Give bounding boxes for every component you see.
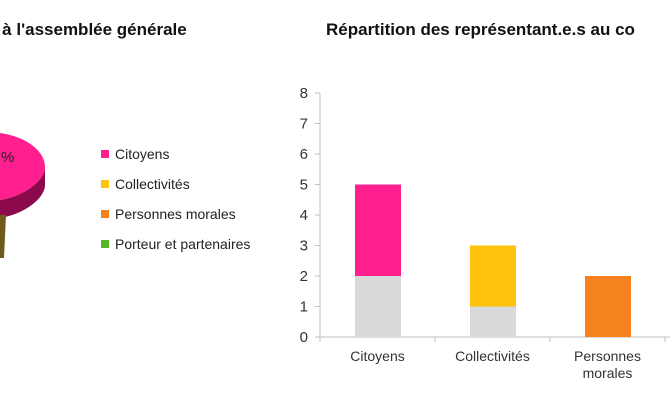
y-tick-label: 7 bbox=[300, 116, 308, 133]
pie-slice-label: % bbox=[1, 149, 14, 166]
y-tick-label: 8 bbox=[300, 85, 308, 102]
legend-swatch-personnes-morales bbox=[101, 209, 109, 218]
legend-swatch-citoyens bbox=[101, 149, 109, 158]
pie-slice-citoyens-side bbox=[0, 167, 45, 218]
bar-top-2 bbox=[585, 276, 631, 337]
bar-chart-title: Répartition des représentant.e.s au co bbox=[326, 20, 635, 39]
bar-top-1 bbox=[470, 245, 516, 307]
y-tick-label: 2 bbox=[300, 268, 308, 285]
legend-label-porteur-partenaires: Porteur et partenaires bbox=[115, 235, 251, 252]
legend-label-citoyens: Citoyens bbox=[115, 145, 170, 162]
pie-slice-citoyens bbox=[0, 133, 45, 200]
legend-item-porteur-partenaires: Porteur et partenaires bbox=[101, 235, 251, 252]
legend-label-collectivites: Collectivités bbox=[115, 175, 190, 192]
bar-base-0 bbox=[355, 276, 401, 337]
pie-slice-edge bbox=[0, 215, 6, 258]
legend-item-collectivites: Collectivités bbox=[101, 175, 250, 192]
legend-label-personnes-morales: Personnes morales bbox=[115, 205, 236, 222]
y-tick-label: 4 bbox=[300, 207, 308, 224]
x-category-label: Citoyens bbox=[350, 348, 404, 364]
legend-swatch-collectivites bbox=[101, 179, 109, 188]
pie-chart-title: e à l'assemblée générale bbox=[0, 20, 187, 39]
legend-item-citoyens: Citoyens bbox=[101, 145, 250, 162]
y-tick-label: 1 bbox=[300, 299, 308, 316]
y-tick-label: 0 bbox=[300, 329, 308, 346]
y-tick-label: 6 bbox=[300, 146, 308, 163]
legend-item-personnes-morales: Personnes morales bbox=[101, 205, 250, 222]
x-category-label: Collectivités bbox=[455, 348, 530, 364]
pie-legend: Citoyens Collectivités Personnes morales… bbox=[101, 146, 250, 266]
legend-swatch-porteur-partenaires bbox=[101, 239, 109, 248]
bar-base-1 bbox=[470, 306, 516, 337]
bar-top-0 bbox=[355, 184, 401, 276]
x-category-label: Personnes morales bbox=[574, 348, 641, 381]
y-tick-label: 3 bbox=[300, 238, 308, 255]
y-tick-label: 5 bbox=[300, 177, 308, 194]
